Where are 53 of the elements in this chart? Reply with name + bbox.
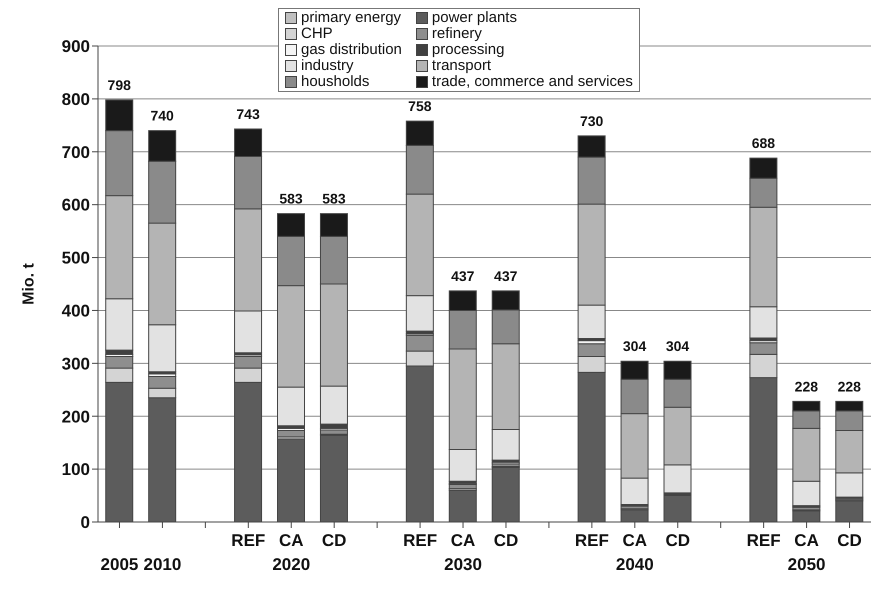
x-tick-label: REF [231, 531, 266, 550]
total-label: 437 [451, 268, 475, 284]
x-tick-label: CA [278, 531, 304, 550]
y-tick-label: 300 [62, 354, 90, 374]
total-label: 437 [494, 268, 518, 284]
text: 2040 [616, 555, 654, 574]
y-tick-label: 200 [62, 407, 90, 426]
x-tick-label: REF [574, 531, 609, 550]
total-label: 688 [752, 135, 776, 152]
legend-label: industry [301, 57, 354, 74]
legend-label: primary energy [301, 9, 402, 26]
text: 2030 [444, 555, 482, 574]
legend-label: power plants [432, 9, 517, 26]
x-tick-label: 2010 [144, 555, 182, 574]
x-tick-label: CA [450, 531, 476, 550]
legend-label: housholds [301, 73, 370, 90]
total-label: 758 [408, 98, 432, 114]
legend-label: trade, commerce and services [432, 73, 633, 90]
total-label: 730 [580, 112, 604, 129]
legend-label: gas distribution [301, 41, 402, 58]
y-tick-label: 700 [62, 142, 90, 162]
text: 2020 [272, 555, 310, 574]
x-tick-label: CD [494, 531, 518, 550]
legend-label: transport [432, 57, 492, 74]
total-label: 583 [279, 190, 303, 207]
x-tick-label: REF [403, 531, 438, 550]
y-tick-label: 0 [80, 513, 90, 532]
y-tick-label: 400 [62, 301, 90, 320]
y-axis-title: Mio. t [20, 262, 38, 305]
total-label: 304 [666, 338, 690, 354]
legend-label: processing [432, 41, 504, 58]
y-tick-label: 900 [62, 37, 90, 56]
total-label: 740 [150, 108, 174, 124]
y-tick-label: 100 [62, 460, 90, 480]
total-label: 304 [622, 338, 646, 354]
x-tick-label: CD [322, 531, 346, 550]
total-label: 228 [794, 378, 818, 394]
legend-label: CHP [301, 25, 333, 42]
text: 2050 [788, 555, 826, 574]
x-tick-label: 2005 [100, 555, 138, 574]
y-tick-label: 500 [62, 248, 90, 268]
total-label: 583 [322, 190, 346, 207]
x-tick-label: REF [746, 531, 781, 550]
total-label: 228 [838, 378, 862, 394]
x-tick-label: CA [622, 531, 648, 550]
y-tick-label: 800 [62, 90, 90, 109]
y-tick-label: 600 [62, 196, 90, 215]
total-label: 798 [108, 76, 132, 93]
x-tick-label: CD [665, 531, 690, 550]
x-tick-label: CA [794, 531, 819, 550]
x-tick-label: CD [837, 531, 862, 550]
total-label: 743 [236, 106, 260, 122]
legend-label: refinery [432, 25, 482, 42]
